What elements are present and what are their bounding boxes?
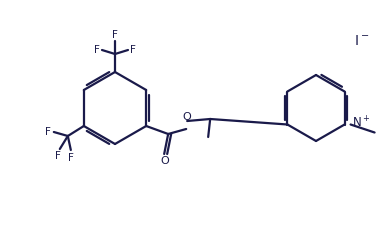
Text: F: F [45, 127, 51, 137]
Text: F: F [130, 45, 136, 55]
Text: O: O [161, 156, 170, 166]
Text: F: F [94, 45, 100, 55]
Text: O: O [183, 112, 192, 122]
Text: F: F [112, 30, 118, 40]
Text: F: F [68, 153, 74, 163]
Text: I$^-$: I$^-$ [354, 34, 369, 48]
Text: F: F [55, 151, 61, 161]
Text: N$^+$: N$^+$ [352, 115, 370, 130]
